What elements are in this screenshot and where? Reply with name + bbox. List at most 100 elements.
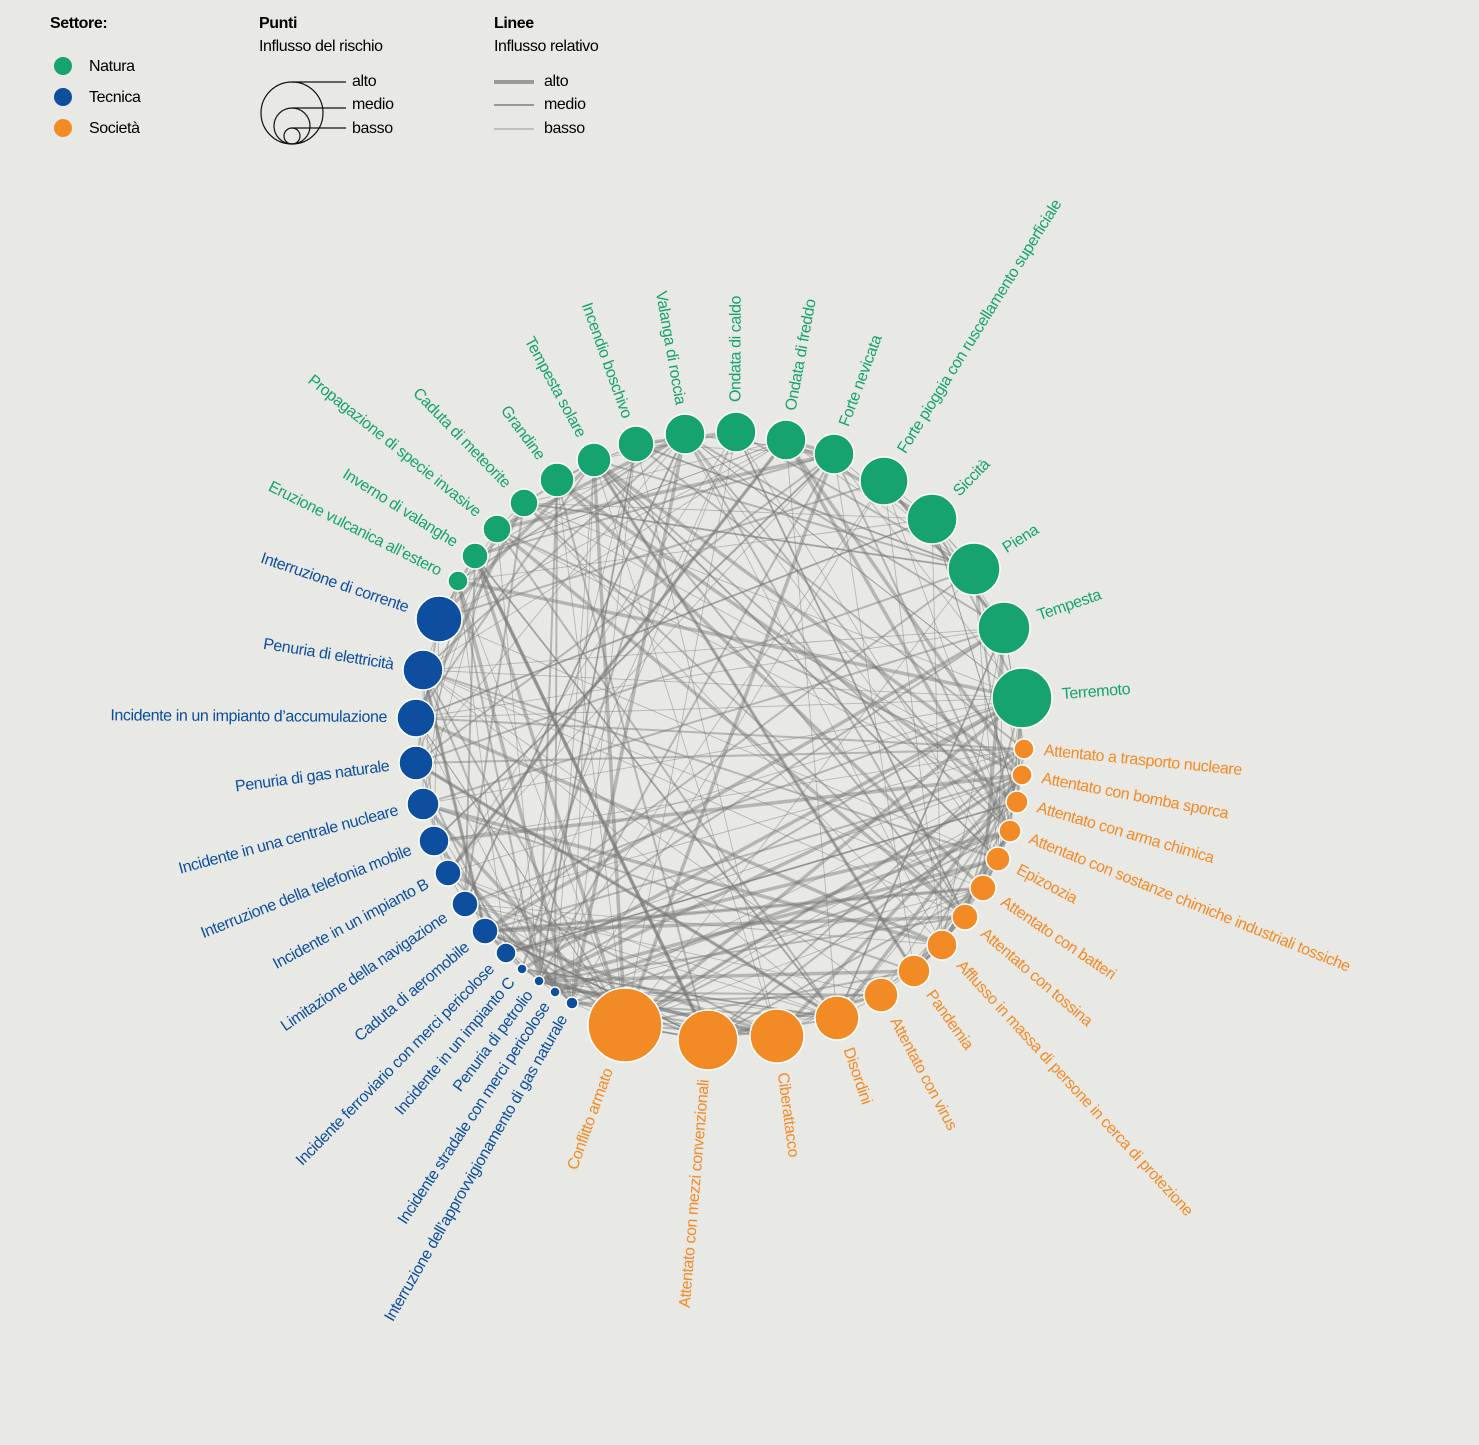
- edge: [684, 433, 1005, 629]
- node: [985, 846, 1011, 872]
- node: [565, 996, 579, 1010]
- edge: [447, 439, 787, 874]
- edge: [457, 518, 933, 582]
- edge: [505, 829, 1011, 955]
- edge: [473, 555, 627, 1026]
- edge: [496, 452, 835, 531]
- edge: [784, 438, 1024, 777]
- edge: [438, 439, 787, 620]
- edge: [473, 555, 710, 1041]
- edge: [474, 555, 838, 1019]
- edge: [484, 930, 709, 1041]
- edge: [833, 453, 975, 570]
- edge: [523, 502, 966, 918]
- edge: [415, 453, 835, 764]
- node: [418, 825, 450, 857]
- node: [509, 488, 539, 518]
- edge: [446, 438, 788, 875]
- edge: [538, 443, 637, 982]
- edge: [624, 568, 975, 1026]
- edge: [931, 518, 943, 946]
- edge: [505, 627, 1005, 954]
- edge: [415, 761, 838, 1020]
- edge: [593, 459, 999, 860]
- edge: [554, 829, 1011, 994]
- legend-label: Società: [89, 120, 140, 137]
- edge: [707, 801, 1018, 1041]
- legend: Settore: Punti Influsso del rischio Line…: [50, 15, 599, 145]
- legend-title: Settore:: [50, 15, 107, 32]
- node: [926, 929, 958, 961]
- edge: [554, 887, 984, 993]
- edge: [521, 433, 686, 970]
- node: [1005, 790, 1029, 814]
- edge: [415, 627, 1005, 719]
- edge: [421, 802, 627, 1027]
- edge: [496, 528, 1023, 776]
- node: [1011, 764, 1033, 786]
- edge: [484, 915, 966, 933]
- edge: [422, 433, 686, 671]
- edge: [505, 801, 1018, 954]
- edge: [735, 431, 966, 918]
- edge: [422, 669, 838, 1019]
- edge: [505, 801, 1018, 954]
- edge: [422, 802, 943, 947]
- edge: [484, 930, 709, 1041]
- edge: [422, 528, 498, 805]
- edge: [784, 439, 1012, 832]
- node: [576, 442, 612, 478]
- edge: [836, 801, 1018, 1019]
- node: [664, 413, 706, 455]
- edge: [447, 697, 1023, 874]
- edge: [973, 568, 999, 860]
- edge: [422, 669, 999, 860]
- edge: [415, 716, 943, 947]
- edge: [593, 459, 999, 860]
- edge: [556, 479, 709, 1041]
- edge: [593, 459, 1011, 832]
- edge: [433, 748, 1025, 842]
- node: [398, 745, 434, 781]
- legend-swatch: [54, 88, 72, 106]
- edge: [422, 697, 1023, 805]
- node: [991, 667, 1053, 729]
- edge: [456, 580, 574, 1004]
- edge: [523, 502, 943, 946]
- edge: [684, 433, 835, 455]
- edge: [438, 480, 885, 620]
- edge: [836, 627, 1005, 1019]
- node: [549, 986, 561, 998]
- edge: [684, 433, 1011, 832]
- edge: [883, 480, 1011, 832]
- edge: [422, 627, 1005, 805]
- edge: [941, 627, 1005, 946]
- edge: [523, 502, 1023, 699]
- edge: [415, 518, 933, 719]
- edge: [415, 717, 626, 1026]
- edge: [457, 580, 507, 954]
- edge: [556, 479, 626, 1026]
- edge: [484, 887, 984, 932]
- legend-level: alto: [352, 73, 377, 90]
- edge: [538, 480, 885, 982]
- edge: [415, 762, 838, 1019]
- edge: [623, 696, 1024, 1027]
- edge: [538, 747, 1025, 983]
- node: [813, 433, 855, 475]
- edge: [624, 431, 737, 1026]
- edge: [495, 527, 967, 919]
- node: [749, 1008, 805, 1064]
- edge: [523, 502, 1023, 776]
- edge: [438, 618, 999, 860]
- edge: [684, 433, 999, 860]
- legend-label: Tecnica: [89, 89, 141, 106]
- node: [461, 542, 489, 570]
- edge: [433, 453, 835, 842]
- edge: [505, 774, 1023, 954]
- edge: [415, 697, 1023, 719]
- edge: [457, 580, 626, 1026]
- edge: [496, 528, 540, 982]
- edge: [554, 479, 558, 993]
- edge: [422, 669, 556, 993]
